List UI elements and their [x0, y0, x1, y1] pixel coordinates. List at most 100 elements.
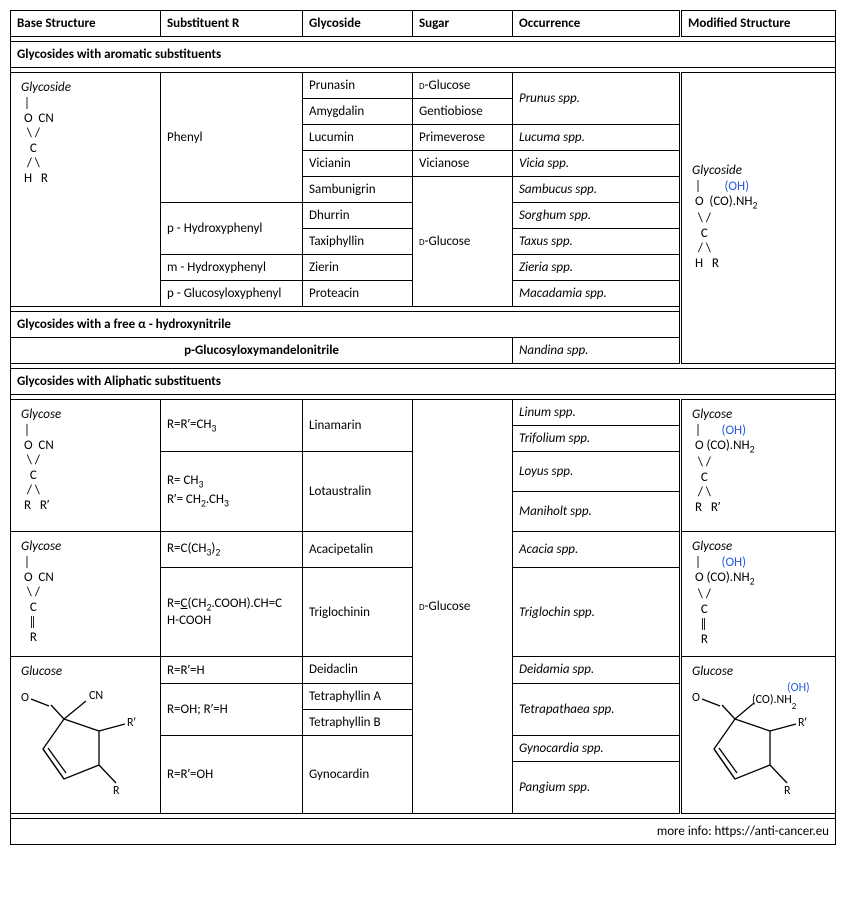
occurrence: Sambucus spp.	[513, 177, 681, 203]
substituent: R= CH3R′= CH2.CH3	[161, 452, 303, 532]
occurrence: Prunus spp.	[513, 73, 681, 125]
sugar: Gentiobiose	[413, 99, 513, 125]
substituent: R=C(CH3)2	[161, 532, 303, 568]
glycoside-name: Prunasin	[303, 73, 413, 99]
structure-label: Glucose	[21, 665, 150, 679]
table-row: Glycoside | O CN \ / C / \ H R Phenyl Pr…	[11, 73, 836, 99]
occurrence: Loyus spp.	[513, 452, 681, 492]
table-row: Glycose | O CN \ / C / \ R R′ R=R′=CH3 L…	[11, 400, 836, 426]
modified-structure-ali1: Glycose | (OH) O (CO).NH2 \ / C / \ R R′	[681, 400, 836, 532]
occurrence: Tetrapathaea spp.	[513, 683, 681, 735]
glycoside-name: Linamarin	[303, 400, 413, 452]
base-structure-aromatic: Glycoside | O CN \ / C / \ H R	[11, 73, 161, 307]
glycoside-name: Dhurrin	[303, 203, 413, 229]
modified-structure-ali2: Glycose | (OH) O (CO).NH2 \ / C ‖ R	[681, 532, 836, 657]
svg-text:R: R	[784, 784, 791, 796]
base-structure-ali3: Glucose O CN R′ R	[11, 656, 161, 813]
occurrence: Linum spp.	[513, 400, 681, 426]
sugar: Primeverose	[413, 125, 513, 151]
glycoside-name: Zierin	[303, 255, 413, 281]
base-structure-ali2: Glycose | O CN \ / C ‖ R	[11, 532, 161, 657]
free-alpha-name: p-Glucosyloxymandelonitrile	[11, 338, 513, 364]
structure-label: Glycose	[21, 408, 150, 422]
occurrence: Taxus spp.	[513, 229, 681, 255]
substituent: R=R′=CH3	[161, 400, 303, 452]
modified-structure-ali3: Glucose O (OH) (CO).NH2 R′ R	[681, 656, 836, 813]
structure-diagram: | (OH) O (CO).NH2 \ / C / \ R R′	[692, 424, 825, 515]
glycoside-name: Lucumin	[303, 125, 413, 151]
occurrence: Acacia spp.	[513, 532, 681, 568]
col-occ: Occurrence	[513, 11, 681, 37]
structure-label: Glycoside	[692, 164, 825, 178]
structure-label: Glucose	[692, 665, 825, 679]
glycoside-name: Triglochinin	[303, 568, 413, 656]
cyclopentene-mod-icon: O (OH) (CO).NH2 R′ R	[692, 681, 837, 796]
base-structure-ali1: Glycose | O CN \ / C / \ R R′	[11, 400, 161, 532]
structure-diagram: | O CN \ / C / \ R R′	[21, 424, 150, 514]
svg-text:R: R	[113, 784, 120, 796]
glycoside-name: Amygdalin	[303, 99, 413, 125]
structure-diagram: | (OH) O (CO).NH2 \ / C ‖ R	[692, 556, 825, 647]
substituent: R=R′=H	[161, 656, 303, 683]
glycoside-name: Lotaustralin	[303, 452, 413, 532]
substituent: m - Hydroxyphenyl	[161, 255, 303, 281]
cyclopentene-icon: O CN R′ R	[21, 681, 151, 796]
substituent: R=OH; R′=H	[161, 683, 303, 735]
occurrence: Trifolium spp.	[513, 426, 681, 452]
substituent: Phenyl	[161, 73, 303, 203]
section-aromatic: Glycosides with aromatic substituents	[11, 42, 836, 68]
glycoside-name: Proteacin	[303, 281, 413, 307]
structure-label: Glycose	[21, 540, 150, 554]
substituent: R=R′=OH	[161, 735, 303, 813]
glycoside-name: Tetraphyllin A	[303, 683, 413, 709]
glycoside-name: Vicianin	[303, 151, 413, 177]
col-base: Base Structure	[11, 11, 161, 37]
occurrence: Pangium spp.	[513, 761, 681, 813]
occurrence: Gynocardia spp.	[513, 735, 681, 761]
occurrence: Triglochin spp.	[513, 568, 681, 656]
section-free-alpha: Glycosides with a free α - hydroxynitril…	[11, 312, 681, 338]
glycoside-name: Tetraphyllin B	[303, 709, 413, 735]
structure-diagram: | O CN \ / C ‖ R	[21, 556, 150, 646]
svg-text:R′: R′	[798, 716, 808, 730]
occurrence: Sorghum spp.	[513, 203, 681, 229]
structure-label: Glycose	[692, 408, 825, 422]
occurrence: Nandina spp.	[513, 338, 681, 364]
sugar: d-Glucose	[413, 400, 513, 814]
occurrence: Deidamia spp.	[513, 656, 681, 683]
substituent: p - Glucosyloxyphenyl	[161, 281, 303, 307]
section-aliphatic: Glycosides with Aliphatic substituents	[11, 369, 836, 395]
svg-text:R′: R′	[127, 716, 137, 730]
sugar: Vicianose	[413, 151, 513, 177]
header-row: Base Structure Substituent R Glycoside S…	[11, 11, 836, 37]
svg-text:CN: CN	[89, 689, 103, 703]
sugar: d-Glucose	[413, 73, 513, 99]
structure-diagram: | O CN \ / C / \ H R	[21, 97, 150, 187]
substituent: p - Hydroxyphenyl	[161, 203, 303, 255]
occurrence: Maniholt spp.	[513, 492, 681, 532]
svg-text:O: O	[21, 691, 29, 705]
glycoside-name: Acacipetalin	[303, 532, 413, 568]
glycoside-name: Taxiphyllin	[303, 229, 413, 255]
col-sub: Substituent R	[161, 11, 303, 37]
svg-text:O: O	[692, 691, 700, 705]
glycoside-name: Deidaclin	[303, 656, 413, 683]
glycoside-name: Sambunigrin	[303, 177, 413, 203]
svg-text:(CO).NH2: (CO).NH2	[752, 693, 797, 712]
sugar: d-Glucose	[413, 177, 513, 307]
glycoside-name: Gynocardin	[303, 735, 413, 813]
occurrence: Zieria spp.	[513, 255, 681, 281]
occurrence: Vicia spp.	[513, 151, 681, 177]
col-gly: Glycoside	[303, 11, 413, 37]
structure-label: Glycoside	[21, 81, 150, 95]
occurrence: Lucuma spp.	[513, 125, 681, 151]
glycoside-table: Base Structure Substituent R Glycoside S…	[10, 10, 836, 845]
substituent: R=C(CH2.COOH).CH=CH-COOH	[161, 568, 303, 656]
col-mod: Modified Structure	[681, 11, 836, 37]
col-sugar: Sugar	[413, 11, 513, 37]
structure-diagram: | (OH) O (CO).NH2 \ / C / \ H R	[692, 180, 825, 271]
structure-label: Glycose	[692, 540, 825, 554]
footer-more-info: more info: https://anti-cancer.eu	[11, 818, 836, 844]
modified-structure-aromatic: Glycoside | (OH) O (CO).NH2 \ / C / \ H …	[681, 73, 836, 364]
occurrence: Macadamia spp.	[513, 281, 681, 307]
